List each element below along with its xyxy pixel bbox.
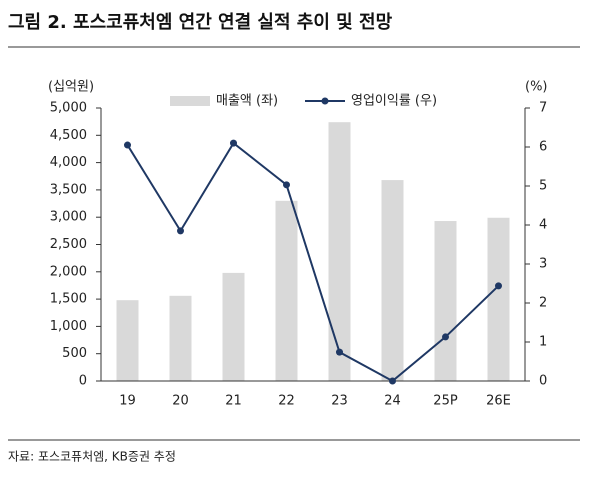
y-tick-label: 1,000 bbox=[50, 319, 87, 334]
x-tick-label: 24 bbox=[384, 394, 401, 409]
y-tick-label: 1,500 bbox=[50, 292, 87, 307]
y-tick-label: 4,500 bbox=[50, 128, 87, 143]
legend-label: 매출액 (좌) bbox=[216, 94, 278, 109]
x-tick-label: 25P bbox=[433, 394, 458, 409]
y2-tick-label: 5 bbox=[539, 179, 547, 194]
bar bbox=[381, 180, 404, 381]
y-tick-label: 500 bbox=[62, 346, 87, 361]
bar bbox=[222, 272, 245, 381]
x-tick-label: 26E bbox=[486, 394, 511, 409]
y-axis-label: (십억원) bbox=[48, 80, 94, 95]
y2-tick-label: 6 bbox=[539, 140, 547, 155]
chart-title: 그림 2. 포스코퓨처엠 연간 연결 실적 추이 및 전망 bbox=[8, 12, 393, 33]
x-tick-label: 22 bbox=[278, 394, 295, 409]
point bbox=[389, 377, 396, 385]
bar bbox=[116, 300, 139, 381]
point bbox=[230, 139, 237, 147]
bar bbox=[169, 295, 192, 381]
y2-axis-label: (%) bbox=[525, 80, 548, 95]
bar bbox=[487, 217, 510, 381]
y-tick-label: 3,500 bbox=[50, 182, 87, 197]
y-tick-label: 3,000 bbox=[50, 210, 87, 225]
legend-label: 영업이익률 (우) bbox=[351, 94, 437, 109]
legend-swatch bbox=[321, 97, 329, 105]
point bbox=[336, 348, 343, 356]
y-tick-label: 4,000 bbox=[50, 155, 87, 170]
point bbox=[283, 181, 290, 189]
legend-swatch bbox=[170, 96, 210, 106]
y-tick-label: 2,500 bbox=[50, 237, 87, 252]
point bbox=[442, 333, 449, 341]
bar bbox=[434, 221, 457, 381]
line bbox=[126, 141, 500, 383]
y2-tick-label: 4 bbox=[539, 218, 547, 233]
y2-tick-label: 3 bbox=[539, 257, 547, 272]
x-tick-label: 19 bbox=[119, 394, 136, 409]
bar bbox=[328, 122, 351, 382]
point bbox=[177, 227, 184, 235]
point bbox=[495, 282, 502, 290]
y2-tick-label: 1 bbox=[539, 335, 547, 350]
point bbox=[124, 141, 131, 149]
source: 자료: 포스코퓨처엠, KB증권 추정 bbox=[8, 450, 176, 464]
y2-tick-label: 2 bbox=[539, 296, 547, 311]
y2-tick-label: 0 bbox=[539, 374, 547, 389]
bar bbox=[275, 200, 298, 381]
y2-tick-label: 7 bbox=[539, 101, 547, 116]
y-tick-label: 2,000 bbox=[50, 264, 87, 279]
x-tick-label: 20 bbox=[172, 394, 189, 409]
y-tick-label: 5,000 bbox=[50, 101, 87, 116]
x-tick-label: 23 bbox=[331, 394, 348, 409]
x-tick-label: 21 bbox=[225, 394, 242, 409]
y-tick-label: 0 bbox=[79, 374, 87, 389]
